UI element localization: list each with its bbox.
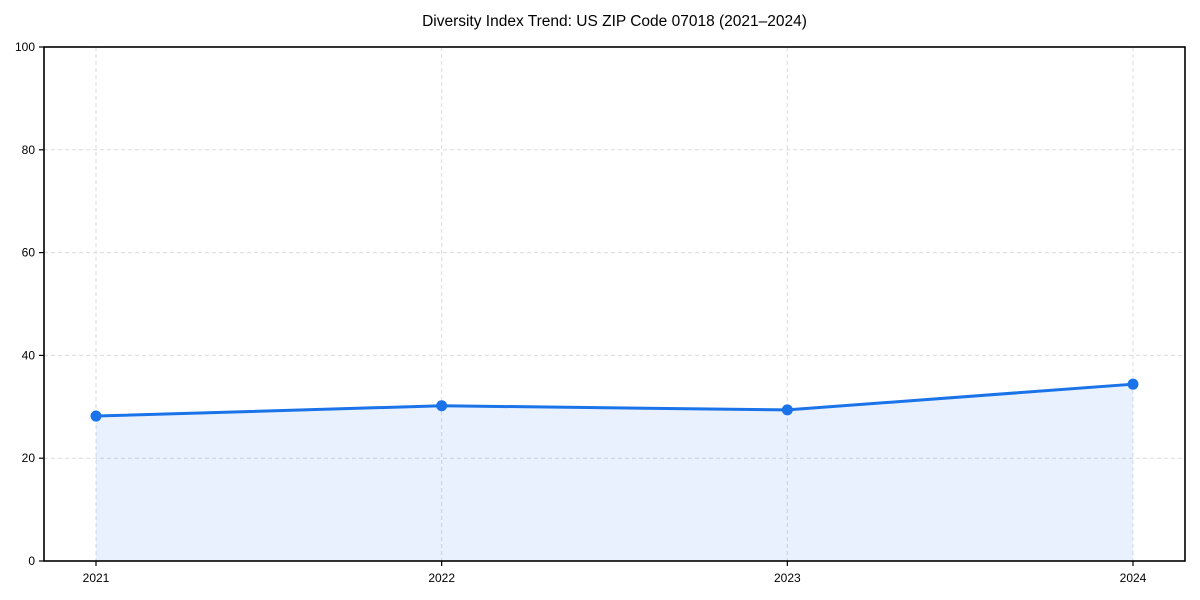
x-tick-label: 2021 [83, 571, 110, 585]
y-tick-label: 40 [22, 348, 36, 362]
area-fill [96, 384, 1133, 561]
data-point-marker [90, 410, 102, 422]
x-tick-label: 2024 [1120, 571, 1147, 585]
y-tick-label: 0 [28, 554, 35, 568]
x-tick-label: 2023 [774, 571, 801, 585]
x-tick-label: 2022 [428, 571, 455, 585]
y-tick-label: 20 [22, 451, 36, 465]
y-tick-label: 60 [22, 246, 36, 260]
trend-line [94, 382, 1135, 418]
plot-border [43, 46, 1186, 562]
data-point-marker [436, 400, 448, 412]
y-tick-label: 100 [15, 40, 35, 54]
chart-title: Diversity Index Trend: US ZIP Code 07018… [422, 13, 807, 30]
y-tick-label: 80 [22, 143, 36, 157]
data-point-marker [1127, 378, 1139, 390]
data-point-marker [781, 404, 793, 416]
